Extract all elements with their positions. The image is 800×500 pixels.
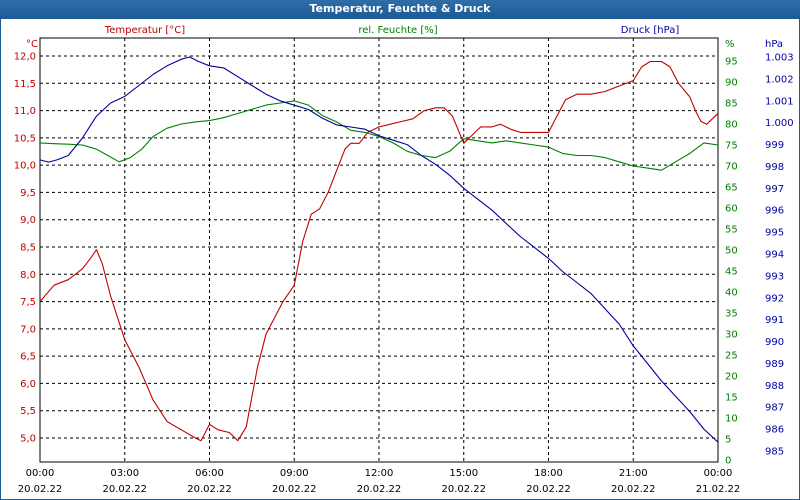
x-tick-time: 00:00 [704, 468, 733, 479]
x-tick-date: 20.02.22 [102, 484, 147, 495]
plot-area [39, 37, 719, 463]
x-tick-date: 20.02.22 [611, 484, 656, 495]
humidity-tick-label: 50 [725, 246, 738, 257]
temp-tick-label: 8,0 [20, 270, 36, 281]
pressure-tick-label: 986 [765, 425, 784, 436]
pressure-tick-label: 1.001 [765, 96, 794, 107]
pressure-series-line [39, 56, 719, 443]
temp-tick-label: 9,5 [20, 188, 36, 199]
humidity-tick-label: 25 [725, 351, 738, 362]
pressure-tick-label: 1.000 [765, 118, 794, 129]
temp-tick-label: 11,0 [14, 106, 36, 117]
x-tick-time: 09:00 [280, 468, 309, 479]
temp-tick-label: 5,5 [20, 406, 36, 417]
x-tick-time: 18:00 [534, 468, 563, 479]
temp-tick-label: 9,0 [20, 215, 36, 226]
temperature-series-line [39, 60, 719, 442]
humidity-tick-label: 95 [725, 57, 738, 68]
pressure-tick-label: 1.003 [765, 53, 794, 64]
x-tick-date: 21.02.22 [696, 484, 741, 495]
axis-labels: 12,0 11,5 11,0 10,5 10,0 9,5 9,0 8,5 8,0 7,5 7,0 6,… [14, 25, 794, 495]
series-lines [39, 56, 719, 443]
humidity-tick-label: 90 [725, 78, 738, 89]
x-tick-date: 20.02.22 [441, 484, 486, 495]
axes [39, 37, 719, 463]
humidity-tick-label: 60 [725, 204, 738, 215]
humidity-tick-label: 10 [725, 414, 738, 425]
x-tick-date: 20.02.22 [357, 484, 402, 495]
humidity-tick-label: 5 [725, 435, 731, 446]
pressure-tick-label: 991 [765, 315, 784, 326]
humidity-tick-label: 40 [725, 288, 738, 299]
pressure-tick-label: 995 [765, 228, 784, 239]
humidity-tick-label: 85 [725, 99, 738, 110]
temp-tick-label: 10,5 [14, 133, 36, 144]
x-tick-time: 06:00 [195, 468, 224, 479]
humidity-series-line [39, 100, 719, 171]
humidity-tick-label: 15 [725, 393, 738, 404]
pressure-tick-label: 994 [765, 250, 784, 261]
temp-tick-label: 7,0 [20, 324, 36, 335]
humidity-axis-title: rel. Feuchte [%] [358, 25, 437, 36]
pressure-axis-title: Druck [hPa] [621, 25, 680, 36]
temp-tick-label: 12,0 [14, 52, 36, 63]
x-tick-date: 20.02.22 [187, 484, 232, 495]
pressure-tick-label: 1.002 [765, 74, 794, 85]
humidity-tick-label: 45 [725, 267, 738, 278]
temp-tick-label: 10,0 [14, 161, 36, 172]
x-tick-time: 15:00 [449, 468, 478, 479]
humidity-tick-label: 65 [725, 183, 738, 194]
temp-unit-label: °C [26, 39, 38, 50]
humidity-tick-label: 20 [725, 372, 738, 383]
pressure-tick-label: 997 [765, 184, 784, 195]
temp-tick-label: 7,5 [20, 297, 36, 308]
temp-tick-label: 5,0 [20, 434, 36, 445]
x-tick-time: 00:00 [26, 468, 55, 479]
x-tick-date: 20.02.22 [272, 484, 317, 495]
temp-tick-label: 8,5 [20, 243, 36, 254]
x-tick-time: 21:00 [619, 468, 648, 479]
humidity-tick-label: 75 [725, 141, 738, 152]
pressure-tick-label: 985 [765, 447, 784, 458]
x-tick-time: 12:00 [365, 468, 394, 479]
pressure-tick-label: 998 [765, 162, 784, 173]
humidity-tick-label: 30 [725, 330, 738, 341]
chart-title: Temperatur, Feuchte & Druck [0, 0, 800, 18]
x-tick-date: 20.02.22 [526, 484, 571, 495]
temp-tick-label: 6,0 [20, 379, 36, 390]
temp-tick-label: 11,5 [14, 79, 36, 90]
humidity-unit-label: % [725, 39, 735, 50]
humidity-tick-label: 35 [725, 309, 738, 320]
humidity-tick-label: 55 [725, 225, 738, 236]
pressure-tick-label: 993 [765, 271, 784, 282]
humidity-tick-label: 80 [725, 120, 738, 131]
pressure-tick-label: 988 [765, 381, 784, 392]
pressure-unit-label: hPa [765, 39, 783, 50]
chart-frame [0, 18, 800, 500]
temp-tick-label: 6,5 [20, 352, 36, 363]
grid [40, 38, 718, 462]
pressure-tick-label: 987 [765, 403, 784, 414]
humidity-tick-label: 0 [725, 456, 731, 467]
pressure-tick-label: 996 [765, 206, 784, 217]
pressure-tick-label: 990 [765, 337, 784, 348]
temp-axis-title: Temperatur [°C] [104, 25, 185, 36]
pressure-tick-label: 992 [765, 293, 784, 304]
x-tick-date: 20.02.22 [18, 484, 63, 495]
humidity-tick-label: 70 [725, 162, 738, 173]
x-tick-time: 03:00 [110, 468, 139, 479]
pressure-tick-label: 989 [765, 359, 784, 370]
pressure-tick-label: 999 [765, 140, 784, 151]
